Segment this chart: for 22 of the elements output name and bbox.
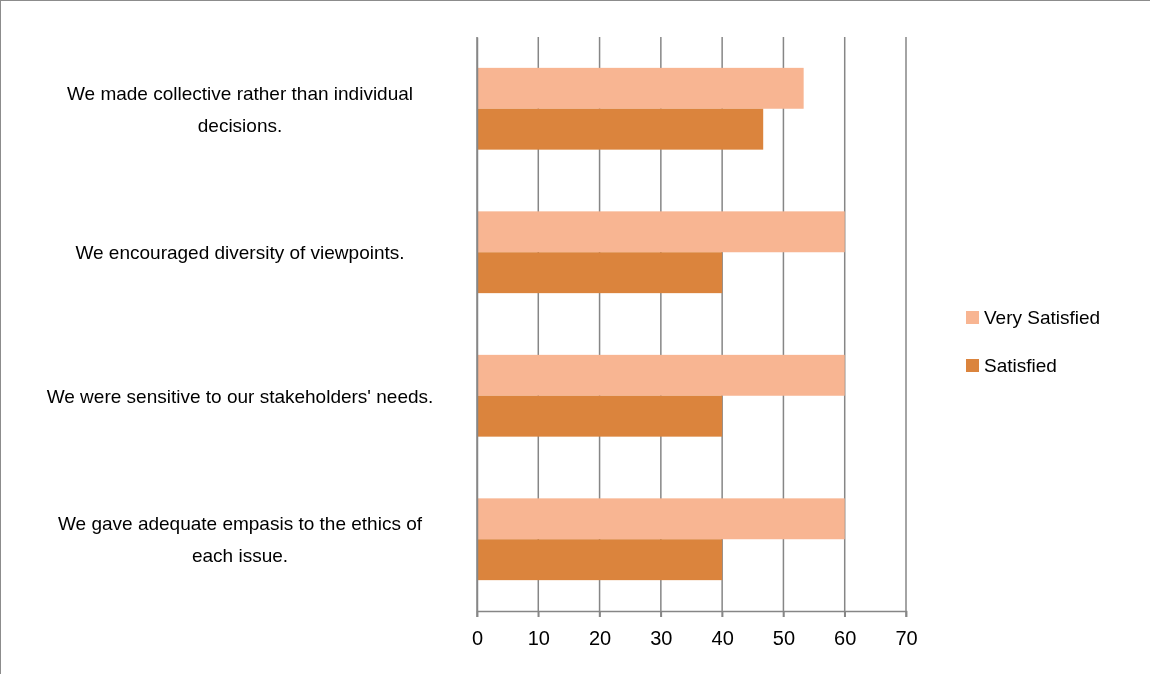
bar <box>477 211 845 253</box>
legend-label: Very Satisfied <box>984 307 1101 328</box>
bar <box>477 539 723 581</box>
x-tick-label: 20 <box>588 627 612 650</box>
x-tick-label: 70 <box>895 627 918 650</box>
bar <box>477 354 845 396</box>
bar <box>477 395 723 437</box>
bar <box>477 67 804 109</box>
y-tick-label: We were sensitive to our stakeholders' needs. <box>46 385 434 407</box>
y-tick-label: We encouraged diversity of viewpoints. <box>75 242 405 264</box>
x-tick-label: 10 <box>527 627 550 650</box>
x-tick-label: 50 <box>772 627 796 650</box>
bar <box>477 108 764 150</box>
x-tick-label: 60 <box>834 627 857 650</box>
y-tick-label: We gave adequate empasis to the ethics of each issue. <box>57 513 423 567</box>
x-tick-label: 30 <box>650 627 673 650</box>
x-tick-label: 0 <box>471 627 484 650</box>
bar <box>477 252 723 294</box>
y-tick-label: We made collective rather than individual decisions. <box>66 82 414 136</box>
bar <box>477 498 845 540</box>
legend-label: Satisfied <box>984 355 1057 376</box>
x-tick-label: 40 <box>711 627 734 650</box>
